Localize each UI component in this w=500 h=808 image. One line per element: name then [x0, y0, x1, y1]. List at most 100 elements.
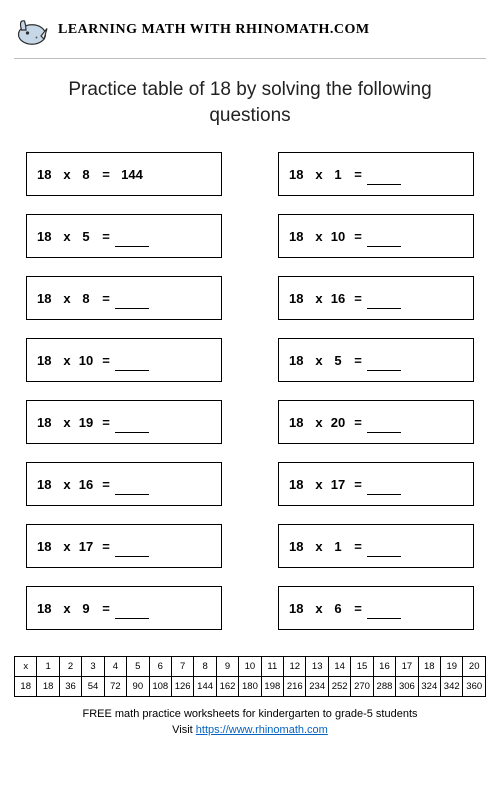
answer-blank[interactable]	[367, 483, 401, 495]
reftable-cell: 90	[127, 677, 149, 697]
operand-b: 10	[75, 353, 97, 368]
operand-b: 1	[327, 539, 349, 554]
problem-box: 18x17=	[278, 462, 474, 506]
operand-a: 18	[37, 229, 59, 244]
answer-blank[interactable]	[367, 421, 401, 433]
answer-blank[interactable]	[367, 607, 401, 619]
footer-link[interactable]: https://www.rhinomath.com	[196, 724, 328, 736]
times-symbol: x	[311, 291, 327, 306]
operand-b: 17	[327, 477, 349, 492]
answer-blank[interactable]	[115, 545, 149, 557]
operand-a: 18	[37, 291, 59, 306]
reference-table: x123456789101112131415161718192018183654…	[14, 656, 486, 697]
times-symbol: x	[59, 415, 75, 430]
operand-b: 10	[327, 229, 349, 244]
reftable-header-cell: 3	[82, 657, 104, 677]
reftable-cell: 306	[396, 677, 418, 697]
problem-box: 18x8=	[26, 276, 222, 320]
operand-a: 18	[289, 601, 311, 616]
answer-blank[interactable]	[367, 173, 401, 185]
answer-blank[interactable]	[115, 607, 149, 619]
answer-blank[interactable]	[367, 359, 401, 371]
answer-blank[interactable]	[367, 297, 401, 309]
reftable-header-cell: 14	[328, 657, 350, 677]
rhino-logo-icon	[14, 12, 50, 48]
equals-symbol: =	[349, 415, 367, 430]
reftable-header-cell: 2	[59, 657, 81, 677]
operand-a: 18	[37, 477, 59, 492]
operand-a: 18	[289, 229, 311, 244]
times-symbol: x	[311, 415, 327, 430]
operand-a: 18	[37, 539, 59, 554]
reftable-cell: 198	[261, 677, 283, 697]
problem-box: 18x1=	[278, 524, 474, 568]
times-symbol: x	[59, 539, 75, 554]
problem-box: 18x9=	[26, 586, 222, 630]
reftable-cell: 126	[171, 677, 193, 697]
equals-symbol: =	[97, 601, 115, 616]
problem-box: 18x19=	[26, 400, 222, 444]
answer-blank[interactable]	[115, 297, 149, 309]
reftable-cell: 54	[82, 677, 104, 697]
operand-b: 5	[327, 353, 349, 368]
equals-symbol: =	[349, 291, 367, 306]
equals-symbol: =	[349, 539, 367, 554]
times-symbol: x	[59, 353, 75, 368]
reftable-cell: 72	[104, 677, 126, 697]
reftable-cell: 234	[306, 677, 328, 697]
reftable-cell: 288	[373, 677, 395, 697]
times-symbol: x	[59, 291, 75, 306]
reftable-cell: 216	[284, 677, 306, 697]
reftable-cell: 180	[239, 677, 261, 697]
operand-a: 18	[289, 167, 311, 182]
equals-symbol: =	[97, 229, 115, 244]
problems-grid: 18x8=14418x1=18x5=18x10=18x8=18x16=18x10…	[14, 152, 486, 630]
problem-box: 18x16=	[26, 462, 222, 506]
problem-box: 18x17=	[26, 524, 222, 568]
operand-b: 1	[327, 167, 349, 182]
answer-blank[interactable]	[367, 235, 401, 247]
reftable-corner: x	[15, 657, 37, 677]
equals-symbol: =	[349, 167, 367, 182]
operand-a: 18	[289, 415, 311, 430]
reftable-header-cell: 12	[284, 657, 306, 677]
equals-symbol: =	[97, 539, 115, 554]
worksheet-title: Practice table of 18 by solving the foll…	[32, 77, 468, 128]
answer-blank[interactable]	[115, 235, 149, 247]
operand-b: 6	[327, 601, 349, 616]
times-symbol: x	[59, 167, 75, 182]
reftable-header-cell: 9	[216, 657, 238, 677]
operand-a: 18	[289, 353, 311, 368]
operand-b: 8	[75, 167, 97, 182]
reftable-header-cell: 5	[127, 657, 149, 677]
times-symbol: x	[311, 539, 327, 554]
reftable-cell: 36	[59, 677, 81, 697]
reftable-header-cell: 1	[37, 657, 59, 677]
operand-a: 18	[37, 167, 59, 182]
reftable-header-cell: 8	[194, 657, 216, 677]
equals-symbol: =	[97, 353, 115, 368]
problem-box: 18x1=	[278, 152, 474, 196]
reftable-cell: 360	[463, 677, 486, 697]
operand-a: 18	[289, 291, 311, 306]
answer-blank[interactable]	[367, 545, 401, 557]
answer-blank[interactable]	[115, 421, 149, 433]
operand-a: 18	[37, 353, 59, 368]
footer-visit-prefix: Visit	[172, 724, 196, 736]
page-header: LEARNING MATH WITH RHINOMATH.COM	[14, 12, 486, 48]
times-symbol: x	[311, 601, 327, 616]
answer-blank[interactable]	[115, 483, 149, 495]
reftable-row-label: 18	[15, 677, 37, 697]
times-symbol: x	[311, 167, 327, 182]
reftable-cell: 162	[216, 677, 238, 697]
answer-blank[interactable]	[115, 359, 149, 371]
reftable-cell: 324	[418, 677, 440, 697]
footer-line-1: FREE math practice worksheets for kinder…	[14, 707, 486, 723]
equals-symbol: =	[97, 167, 115, 182]
reftable-cell: 270	[351, 677, 373, 697]
operand-b: 17	[75, 539, 97, 554]
equals-symbol: =	[349, 229, 367, 244]
operand-a: 18	[37, 415, 59, 430]
reftable-header-cell: 20	[463, 657, 486, 677]
equals-symbol: =	[97, 477, 115, 492]
